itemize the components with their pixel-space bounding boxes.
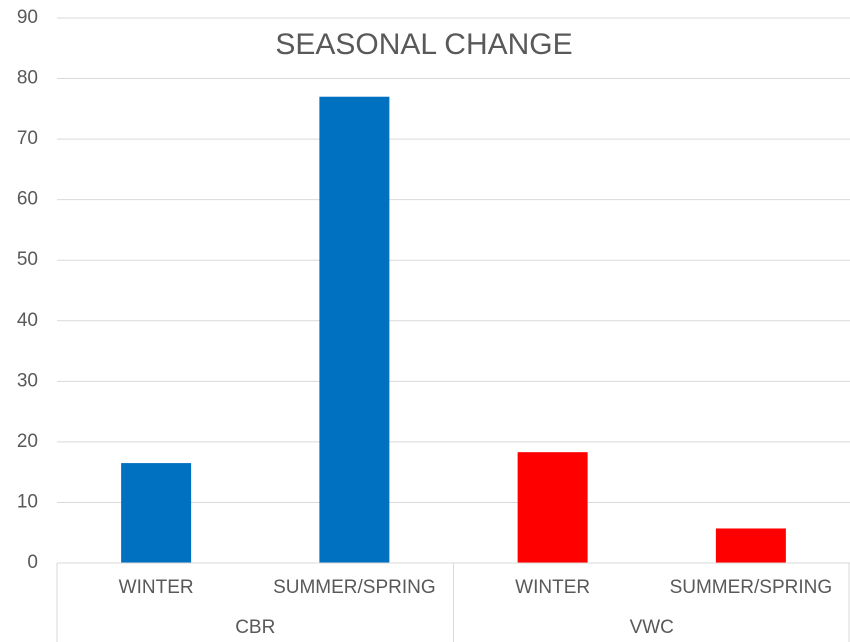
y-tick-label: 0 [27,552,38,573]
group-label: VWC [630,617,674,638]
y-tick-label: 80 [17,68,38,89]
y-tick-label: 70 [17,128,38,149]
y-tick-label: 40 [17,310,38,331]
x-tick-label: SUMMER/SPRING [670,577,833,598]
y-tick-label: 60 [17,189,38,210]
x-tick-label: WINTER [515,577,590,598]
x-tick-label: SUMMER/SPRING [273,577,436,598]
y-tick-label: 10 [17,491,38,512]
bar [517,452,588,563]
y-tick-label: 50 [17,249,38,270]
y-tick-label: 90 [17,7,38,28]
x-tick-label: WINTER [119,577,194,598]
y-tick-label: 20 [17,431,38,452]
y-tick-label: 30 [17,370,38,391]
group-label: CBR [235,617,275,638]
bar [319,96,390,563]
bar [121,463,192,563]
bar [715,528,786,563]
chart-title: SEASONAL CHANGE [275,28,572,61]
